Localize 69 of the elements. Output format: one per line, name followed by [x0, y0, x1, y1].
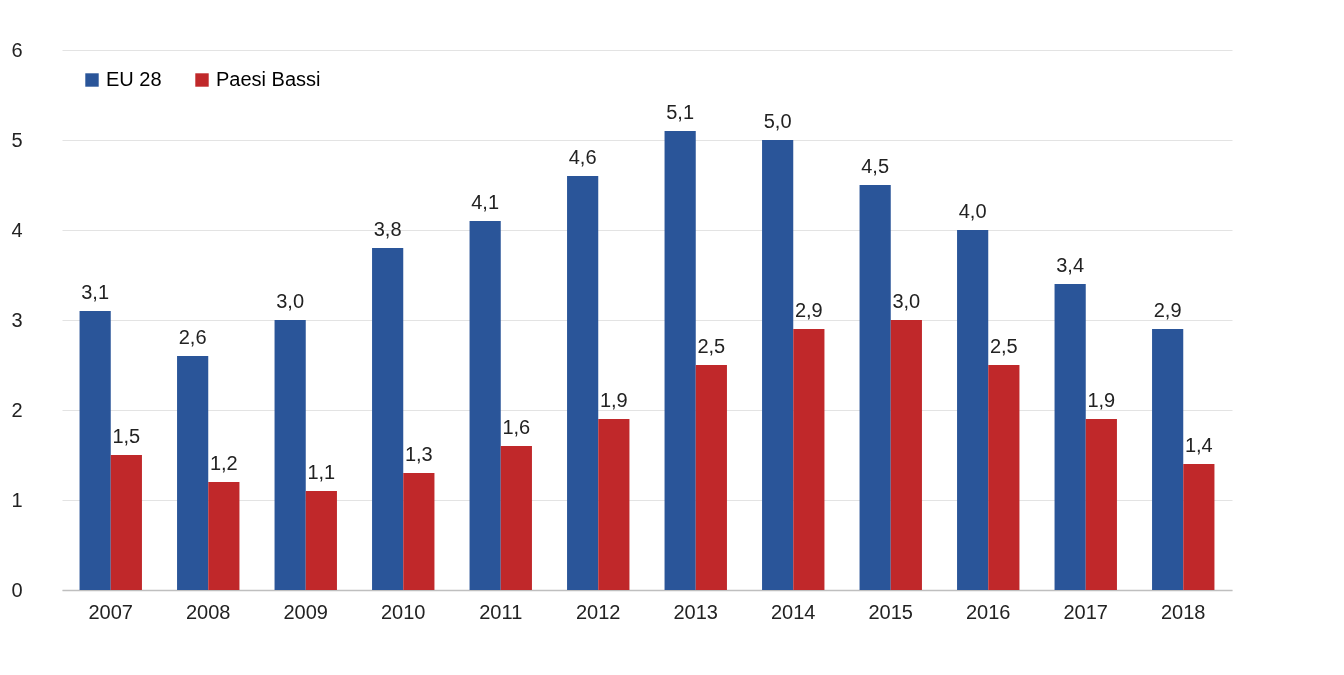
data-label: 3,8: [373, 218, 402, 240]
data-label: 5,0: [763, 110, 792, 132]
data-label: 5,1: [666, 101, 695, 123]
y-tick-label: 4: [11, 218, 23, 241]
data-label: 1,9: [599, 389, 628, 411]
bar: [762, 140, 794, 590]
bar: [1085, 419, 1117, 590]
bar: [598, 419, 630, 590]
bar: [469, 221, 501, 590]
legend-label: Paesi Bassi: [216, 68, 321, 90]
y-tick-label: 0: [11, 578, 23, 601]
data-label: 1,6: [502, 416, 531, 438]
x-tick-label: 2017: [1063, 600, 1108, 623]
bar: [793, 329, 825, 590]
x-tick-label: 2015: [868, 600, 913, 623]
x-tick-label: 2011: [479, 600, 523, 623]
bar: [1054, 284, 1086, 590]
data-label: 2,6: [178, 326, 207, 348]
bar: [664, 131, 696, 590]
data-label: 1,9: [1087, 389, 1116, 411]
x-tick-label: 2007: [88, 600, 133, 623]
bar: [305, 491, 337, 590]
x-tick-label: 2016: [966, 600, 1011, 623]
data-label: 2,5: [989, 335, 1018, 357]
data-label: 2,9: [794, 299, 823, 321]
data-label: 1,1: [307, 461, 336, 483]
bar: [177, 356, 209, 590]
bar: [403, 473, 435, 590]
y-tick-label: 6: [11, 38, 23, 61]
bar: [110, 455, 142, 590]
y-tick-label: 3: [11, 308, 23, 331]
data-label: 3,0: [276, 290, 305, 312]
y-tick-label: 2: [11, 398, 23, 421]
bar: [1152, 329, 1184, 590]
bar: [79, 311, 111, 590]
y-tick-label: 1: [11, 488, 23, 511]
data-label: 3,4: [1056, 254, 1085, 276]
data-label: 3,1: [81, 281, 110, 303]
bar: [274, 320, 306, 590]
legend-label: EU 28: [106, 68, 162, 90]
bar: [208, 482, 240, 590]
data-label: 4,0: [958, 200, 987, 222]
bar: [859, 185, 891, 590]
y-tick-label: 5: [11, 128, 23, 151]
x-tick-label: 2014: [771, 600, 816, 623]
data-label: 1,5: [112, 425, 141, 447]
x-tick-label: 2009: [283, 600, 328, 623]
data-label: 1,2: [209, 452, 238, 474]
bar: [695, 365, 727, 590]
data-label: 1,3: [404, 443, 433, 465]
data-label: 2,5: [697, 335, 726, 357]
data-label: 4,6: [568, 146, 597, 168]
x-tick-label: 2013: [673, 600, 718, 623]
bar: [372, 248, 404, 590]
x-tick-label: 2008: [186, 600, 231, 623]
data-label: 1,4: [1184, 434, 1213, 456]
bar: [1183, 464, 1215, 590]
data-label: 2,9: [1153, 299, 1182, 321]
bar: [890, 320, 922, 590]
bar: [567, 176, 599, 590]
x-tick-label: 2010: [381, 600, 426, 623]
data-label: 4,1: [471, 191, 500, 213]
data-label: 4,5: [861, 155, 890, 177]
x-tick-label: 2018: [1161, 600, 1206, 623]
x-tick-label: 2012: [576, 600, 621, 623]
bar: [500, 446, 532, 590]
bar: [957, 230, 989, 590]
bar: [988, 365, 1020, 590]
data-label: 3,0: [892, 290, 921, 312]
